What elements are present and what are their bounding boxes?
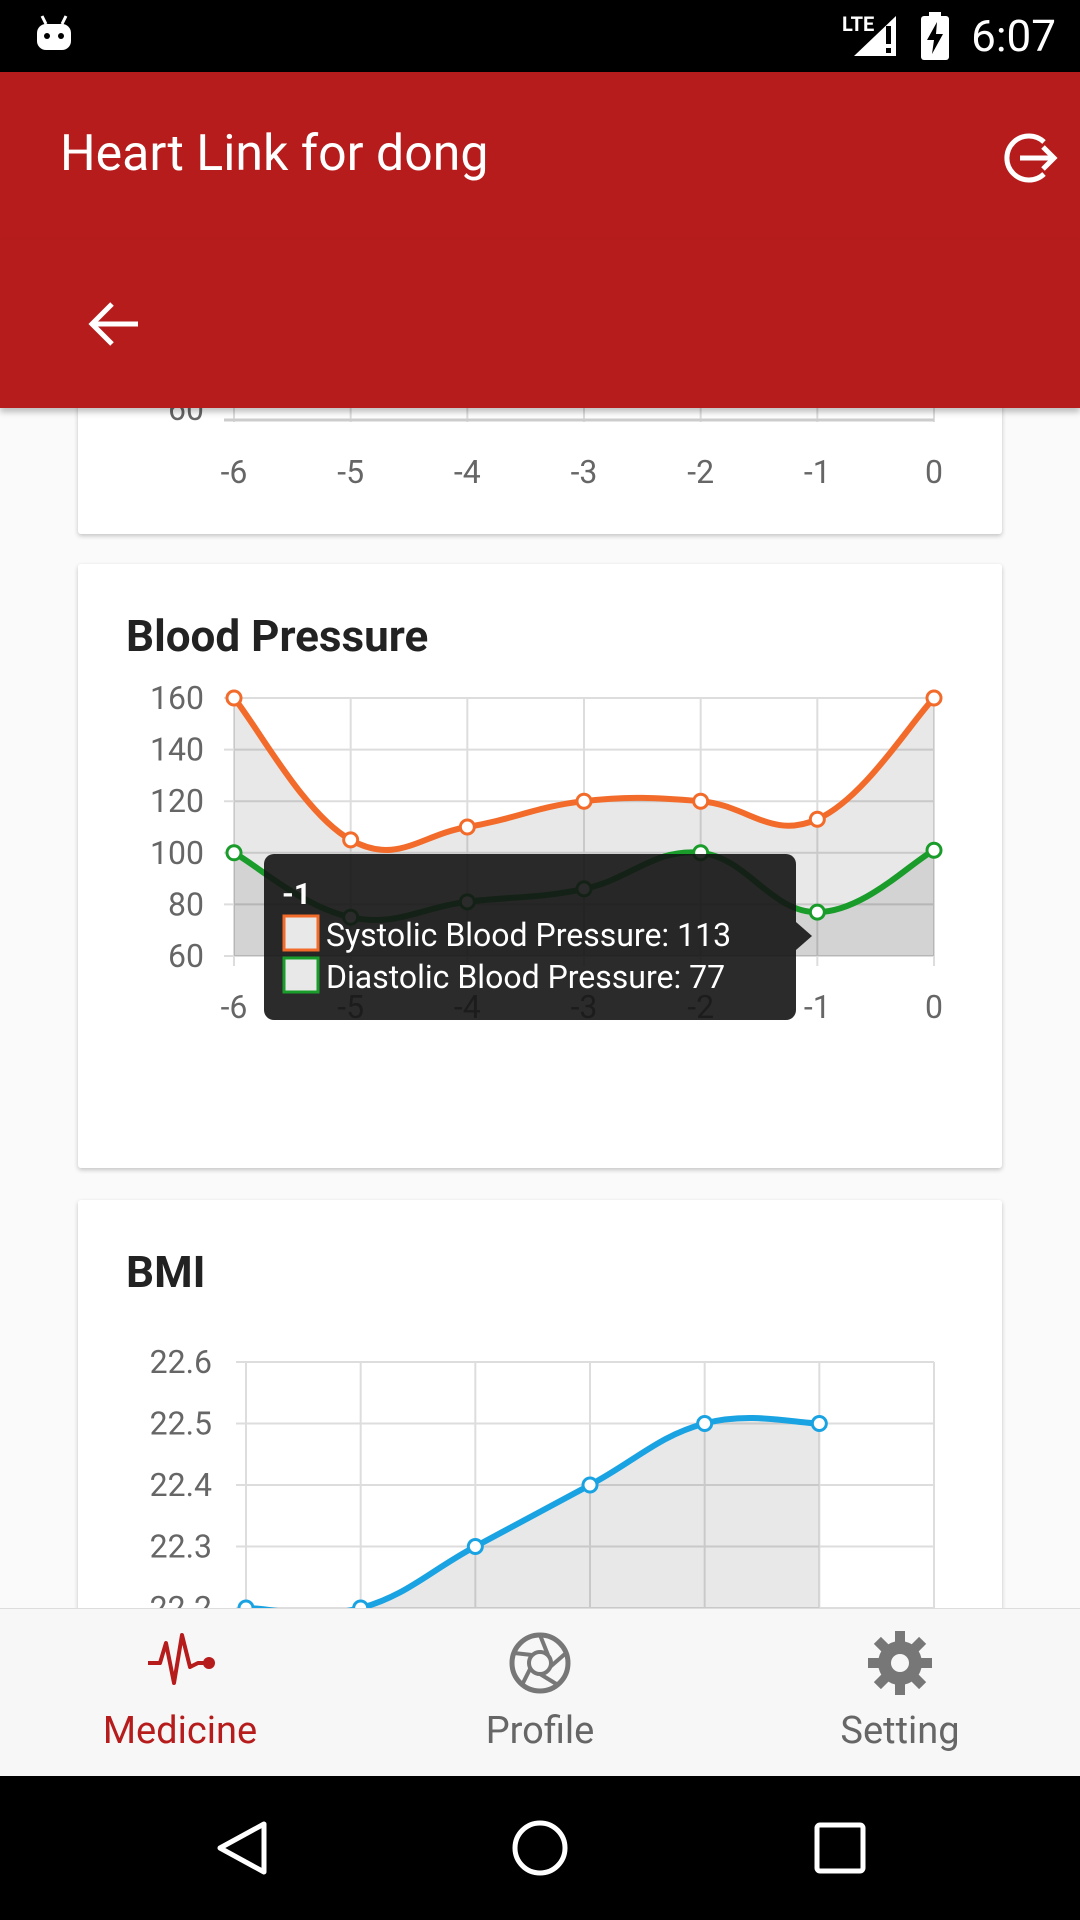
gear-icon	[868, 1631, 932, 1695]
bp-tooltip-caret	[796, 922, 812, 950]
bp-tooltip-box	[264, 854, 796, 1020]
bp-point-systolic	[925, 689, 943, 707]
top-chart: 60 -6 -5 -4 -3 -2 -1 0	[168, 408, 943, 491]
bp-x-tick: 0	[925, 988, 943, 1026]
bmi-point	[581, 1476, 599, 1494]
heartbeat-icon	[148, 1633, 215, 1685]
bmi-card: BMI 22.2 22.3 22.4 22.5 22.6	[78, 1200, 1002, 1608]
bp-point-systolic	[808, 810, 826, 828]
nav-setting[interactable]: Setting	[750, 1609, 1050, 1777]
recents-square-icon[interactable]	[812, 1820, 868, 1876]
bp-point-systolic	[458, 818, 476, 836]
bp-tooltip-line: Diastolic Blood Pressure: 77	[326, 958, 725, 996]
heart-rate-card-partial: 60 -6 -5 -4 -3 -2 -1 0	[78, 408, 1002, 534]
bp-y-tick: 80	[168, 885, 204, 923]
bmi-point	[237, 1599, 255, 1608]
bmi-title: BMI	[126, 1246, 206, 1298]
status-time: 6:07	[971, 10, 1056, 62]
bp-point-diastolic	[808, 903, 826, 921]
bp-tooltip-swatch	[282, 956, 320, 994]
top-chart-x-tick: -3	[571, 453, 598, 491]
system-navigation-bar	[0, 1776, 1080, 1920]
blood-pressure-chart[interactable]: 6080100120140160-6-5-4-3-2-10-1Systolic …	[78, 564, 1002, 1168]
bp-tooltip-swatch	[282, 914, 320, 952]
bp-y-tick: 120	[150, 782, 204, 820]
top-chart-x-tick: -1	[804, 453, 831, 491]
bp-tooltip-title: -1	[282, 877, 311, 912]
nav-profile-label: Profile	[485, 1709, 595, 1753]
bp-y-tick: 160	[150, 679, 204, 717]
bp-y-tick: 100	[150, 834, 204, 872]
bp-tooltip-line: Systolic Blood Pressure: 113	[326, 916, 731, 954]
bmi-y-tick: 22.3	[150, 1528, 212, 1566]
bp-x-tick: -1	[804, 988, 831, 1026]
bmi-point	[352, 1599, 370, 1608]
bp-x-tick: -6	[221, 988, 248, 1026]
logout-icon[interactable]	[1000, 128, 1060, 188]
nav-profile[interactable]: Profile	[390, 1609, 690, 1777]
top-chart-x-tick: -2	[687, 453, 714, 491]
nav-medicine[interactable]: Medicine	[30, 1609, 330, 1777]
aperture-icon	[509, 1632, 571, 1694]
bp-y-tick: 140	[150, 731, 204, 769]
bottom-navigation: Medicine Profile Setting	[0, 1608, 1080, 1777]
bmi-y-tick: 22.4	[150, 1466, 212, 1504]
bp-point-systolic	[342, 831, 360, 849]
top-chart-y-tick: 60	[168, 408, 204, 428]
bp-y-tick: 60	[168, 937, 204, 975]
top-chart-x-tick: -6	[221, 453, 248, 491]
bmi-point	[466, 1538, 484, 1555]
bmi-point	[810, 1415, 828, 1432]
content-scroll-area[interactable]: 60 -6 -5 -4 -3 -2 -1 0 Blood Pressure 60 80 100 1…	[0, 408, 1080, 1608]
bmi-chart[interactable]: 22.2 22.3 22.4 22.5 22.6	[78, 1200, 1002, 1608]
bp-point-systolic	[225, 689, 243, 707]
home-circle-icon[interactable]	[510, 1818, 570, 1878]
back-arrow-icon[interactable]	[86, 296, 142, 352]
blood-pressure-title: Blood Pressure	[126, 610, 429, 662]
battery-charging-icon	[921, 12, 949, 60]
app-title: Heart Link for dong	[60, 125, 489, 183]
bp-tooltip: -1 Systolic Blood Pressure: 113 Diastolic …	[264, 854, 812, 1020]
bp-point-diastolic	[225, 844, 243, 862]
nav-medicine-label: Medicine	[102, 1709, 258, 1753]
top-chart-x-tick: 0	[925, 453, 943, 491]
status-bar: LTE 6:07	[0, 0, 1080, 72]
bmi-y-tick: 22.6	[150, 1343, 212, 1381]
back-triangle-icon[interactable]	[212, 1818, 272, 1878]
bmi-y-tick: 22.5	[150, 1405, 212, 1443]
bmi-y-tick: 22.2	[150, 1589, 212, 1608]
bp-point-systolic	[692, 792, 710, 810]
toolbar	[0, 240, 1080, 408]
app-bar: Heart Link for dong	[0, 72, 1080, 240]
blood-pressure-card: Blood Pressure 6080100120140160-6-5-4-3-…	[78, 564, 1002, 1168]
signal-icon	[854, 16, 896, 56]
nav-setting-label: Setting	[840, 1709, 960, 1753]
android-notification-icon	[37, 15, 71, 50]
top-chart-x-tick: -5	[337, 453, 364, 491]
bmi-point	[696, 1415, 714, 1432]
top-chart-x-tick: -4	[454, 453, 481, 491]
bmi-area	[246, 1418, 820, 1608]
bmi-line	[246, 1415, 820, 1608]
bp-point-systolic	[575, 792, 593, 810]
bp-point-diastolic	[925, 841, 943, 859]
network-type: LTE	[842, 12, 875, 36]
